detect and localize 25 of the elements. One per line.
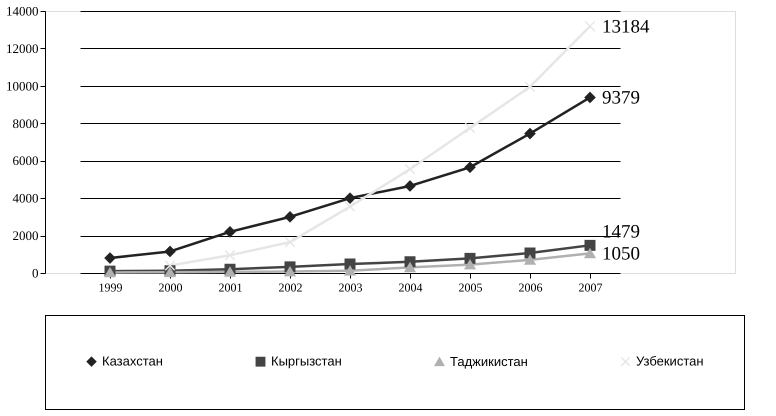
x-tick-label: 2005 xyxy=(458,280,482,294)
x-tick-label: 1999 xyxy=(98,280,122,294)
y-tick-label: 4000 xyxy=(12,190,38,206)
y-tick-label: 2000 xyxy=(12,228,38,244)
legend-label: Кыргызстан xyxy=(271,354,342,369)
y-tick-label: 6000 xyxy=(12,153,38,168)
x-tick-label: 2003 xyxy=(338,280,362,294)
annotation: 9379 xyxy=(602,87,640,108)
x-tick-label: 2002 xyxy=(278,280,302,294)
legend-label: Таджикистан xyxy=(450,354,528,369)
x-tick-label: 2004 xyxy=(398,280,422,294)
annotation: 1479 xyxy=(602,221,640,242)
y-tick-label: 12000 xyxy=(6,40,38,56)
x-tick-label: 2000 xyxy=(158,280,182,294)
legend-label: Казахстан xyxy=(102,354,163,369)
x-tick-label: 2001 xyxy=(218,280,242,294)
x-tick-label: 2007 xyxy=(578,280,602,294)
annotation: 1050 xyxy=(602,243,640,264)
y-tick-label: 14000 xyxy=(6,4,38,18)
y-tick-label: 10000 xyxy=(6,78,38,94)
y-tick-label: 8000 xyxy=(12,116,38,131)
legend-label: Узбекистан xyxy=(636,354,704,369)
x-tick-label: 2006 xyxy=(518,280,542,294)
annotation: 13184 xyxy=(602,16,650,38)
y-tick-label: 0 xyxy=(32,266,38,280)
